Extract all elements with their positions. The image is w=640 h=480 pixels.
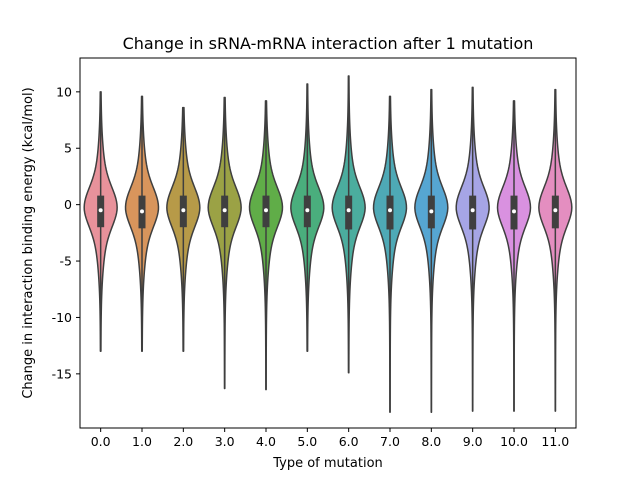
median-point-0.0 <box>98 208 103 213</box>
median-point-3.0 <box>222 208 227 213</box>
x-axis-label: Type of mutation <box>272 456 383 471</box>
y-tick-label: -10 <box>52 310 72 325</box>
x-tick-label: 2.0 <box>173 434 193 449</box>
x-tick-label: 10.0 <box>500 434 528 449</box>
median-point-8.0 <box>429 209 434 214</box>
y-tick-label: -15 <box>52 366 72 381</box>
chart-title: Change in sRNA-mRNA interaction after 1 … <box>123 34 534 53</box>
x-tick-label: 3.0 <box>215 434 235 449</box>
x-tick-label: 7.0 <box>380 434 400 449</box>
x-tick-label: 4.0 <box>256 434 276 449</box>
x-tick-label: 5.0 <box>297 434 317 449</box>
x-tick-label: 0.0 <box>91 434 111 449</box>
median-point-1.0 <box>140 209 144 214</box>
iqr-box-6.0 <box>345 195 353 230</box>
y-tick-label: -5 <box>60 254 72 269</box>
median-point-2.0 <box>181 208 186 213</box>
median-point-11.0 <box>553 208 558 213</box>
iqr-box-7.0 <box>386 195 394 230</box>
x-tick-label: 1.0 <box>132 434 152 449</box>
y-tick-label: 5 <box>64 141 72 156</box>
median-point-9.0 <box>470 208 475 213</box>
y-axis-label: Change in interaction binding energy (kc… <box>21 87 36 398</box>
x-axis: 0.0 1.0 2.0 3.0 4.0 5.0 6.0 7.0 8.0 9.0 10.0 11.0 <box>91 428 569 449</box>
median-point-7.0 <box>388 208 392 213</box>
median-point-10.0 <box>512 209 516 214</box>
x-tick-label: 8.0 <box>421 434 441 449</box>
y-tick-label: 10 <box>56 84 72 99</box>
axes-frame <box>79 57 577 429</box>
y-axis: -15 -10 -5 0 5 10 <box>52 84 80 381</box>
median-point-4.0 <box>264 208 268 213</box>
median-point-6.0 <box>346 208 351 213</box>
y-tick-label: 0 <box>64 197 72 212</box>
x-tick-label: 9.0 <box>463 434 483 449</box>
median-point-5.0 <box>305 208 310 213</box>
plot-area <box>83 75 573 413</box>
x-tick-label: 6.0 <box>339 434 359 449</box>
x-tick-label: 11.0 <box>541 434 569 449</box>
iqr-box-9.0 <box>469 195 477 230</box>
